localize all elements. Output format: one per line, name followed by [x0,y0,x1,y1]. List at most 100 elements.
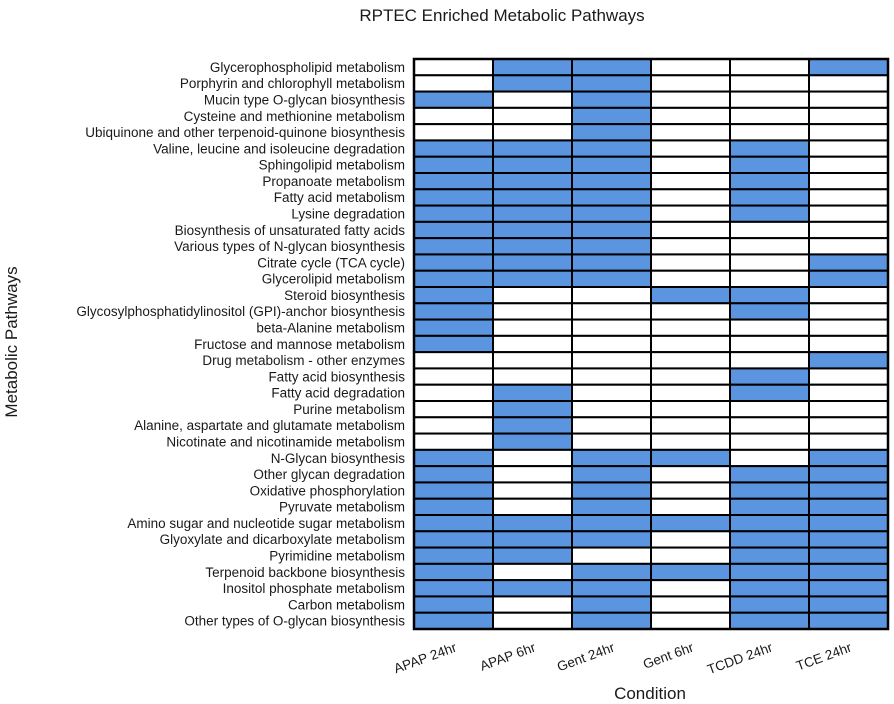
heatmap-cell [729,172,810,191]
heatmap-cell [808,579,889,598]
heatmap-cell [808,448,889,468]
heatmap-cell [729,465,810,484]
heatmap-cell [413,579,494,598]
heatmap-cell [650,334,731,354]
heatmap-cell [492,188,573,207]
heatmap-cell [492,530,573,549]
heatmap-cell [413,269,494,289]
heatmap-cell [729,416,810,435]
heatmap-cell [729,514,810,533]
heatmap-cell [413,253,494,272]
heatmap-cell [729,253,810,272]
heatmap-cell [413,546,494,565]
heatmap-cell [808,237,889,256]
heatmap-cell [808,302,889,321]
heatmap-cell [571,514,652,533]
heatmap-cell [492,465,573,484]
heatmap-cell [413,74,494,93]
heatmap-cell [808,416,889,435]
heatmap-cell [650,302,731,321]
heatmap-cell [413,90,494,109]
heatmap-cell [729,530,810,549]
heatmap-border [412,57,890,631]
heatmap-cell [413,237,494,256]
heatmap-cell [571,220,652,240]
row-label: beta-Alanine metabolism [256,321,405,336]
row-label: Steroid biosynthesis [284,288,405,303]
row-label: Glyoxylate and dicarboxylate metabolism [160,532,405,547]
heatmap-cell [650,562,731,582]
heatmap-cell [729,334,810,354]
row-label: Carbon metabolism [288,597,405,612]
heatmap-cell [492,497,573,517]
heatmap-cell [729,90,810,109]
heatmap-cell [413,367,494,386]
heatmap-cell [413,562,494,582]
heatmap-cell [571,90,652,109]
heatmap-cell [650,400,731,419]
heatmap-cell [650,448,731,468]
row-label: Glycerophospholipid metabolism [210,60,405,75]
heatmap-cell [571,595,652,614]
row-label: Ubiquinone and other terpenoid-quinone b… [85,125,405,140]
row-label: Glycerolipid metabolism [262,272,405,287]
heatmap-cell [650,497,731,517]
heatmap-cell [492,58,573,77]
heatmap-cell [413,595,494,614]
heatmap-cell [413,286,494,305]
heatmap-cell [650,237,731,256]
heatmap-cell [492,139,573,158]
heatmap-cell [571,204,652,223]
heatmap-cell [413,448,494,468]
row-label: Other types of O-glycan biosynthesis [184,614,405,629]
heatmap-cell [492,351,573,370]
heatmap-cell [650,514,731,533]
heatmap-cell [808,611,889,631]
row-label: Fatty acid degradation [271,386,405,401]
column-label: APAP 24hr [392,640,459,677]
heatmap-cell [492,334,573,354]
row-label: Valine, leucine and isoleucine degradati… [153,141,405,156]
heatmap-cell [492,204,573,223]
row-labels: Glycerophospholipid metabolismPorphyrin … [76,60,405,629]
column-label: Gent 6hr [641,640,696,672]
y-axis-title: Metabolic Pathways [2,266,21,417]
heatmap-cell [492,611,573,631]
heatmap-cell [808,220,889,240]
heatmap-cell [808,351,889,370]
heatmap-cell [492,562,573,582]
heatmap-cell [492,237,573,256]
heatmap-cell [492,416,573,435]
row-label: Porphyrin and chlorophyll metabolism [180,76,405,91]
heatmap-cell [650,74,731,93]
column-labels: APAP 24hr APAP 6hr Gent 24hr Gent 6hr TCDD 2… [392,640,854,678]
heatmap-cell [729,562,810,582]
row-label: Various types of N-glycan biosynthesis [174,239,405,254]
heatmap-cell [492,318,573,337]
heatmap-cell [571,383,652,403]
row-label: Other glycan degradation [253,467,405,482]
heatmap-cell [729,302,810,321]
heatmap-cell [571,562,652,582]
row-label: Purine metabolism [293,402,405,417]
row-label: Sphingolipid metabolism [259,158,405,173]
heatmap-cell [650,90,731,109]
heatmap-cell [650,465,731,484]
heatmap-cell [729,595,810,614]
heatmap-cell [650,188,731,207]
heatmap-cell [729,269,810,289]
heatmap-cell [650,383,731,403]
heatmap-cell [413,106,494,126]
heatmap-cell [492,546,573,565]
heatmap-cell [413,351,494,370]
heatmap-cell [571,139,652,158]
heatmap-cell [413,318,494,337]
heatmap-cell [808,58,889,77]
heatmap-cell [729,74,810,93]
row-label: Alanine, aspartate and glutamate metabol… [134,418,405,433]
heatmap-cell [413,383,494,403]
heatmap-cell [729,123,810,142]
heatmap-cell [650,58,731,77]
heatmap-cell [729,546,810,565]
heatmap-cell [729,432,810,451]
